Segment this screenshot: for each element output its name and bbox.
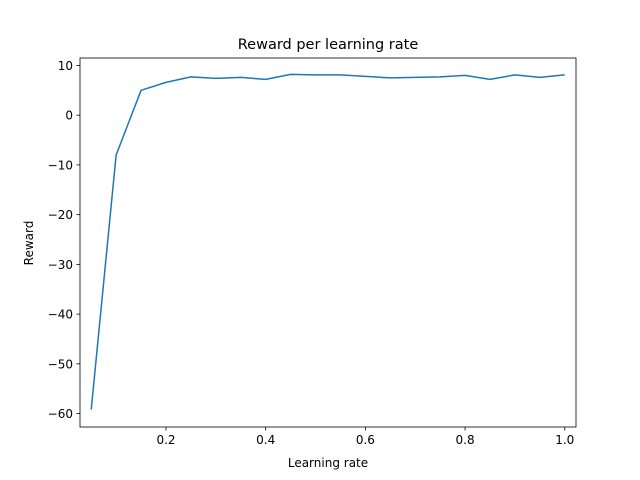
y-tick-label: 0 bbox=[65, 109, 73, 123]
y-tick-label: −30 bbox=[48, 258, 73, 272]
y-tick-label: −40 bbox=[48, 308, 73, 322]
y-tick-label: 10 bbox=[58, 59, 73, 73]
x-tick-label: 0.2 bbox=[156, 433, 175, 447]
plot-frame bbox=[79, 57, 577, 428]
x-axis-label: Learning rate bbox=[288, 456, 368, 470]
x-tick-label: 0.8 bbox=[456, 433, 475, 447]
plot-area bbox=[90, 73, 565, 410]
chart-title: Reward per learning rate bbox=[238, 37, 419, 53]
y-axis: 10 0 −10 −20 −30 −40 −50 −60 bbox=[48, 59, 80, 421]
y-tick-label: −20 bbox=[48, 208, 73, 222]
x-tick-label: 0.6 bbox=[356, 433, 375, 447]
y-tick-label: −50 bbox=[48, 357, 73, 371]
y-tick-label: −60 bbox=[48, 407, 73, 421]
x-tick-label: 0.4 bbox=[256, 433, 275, 447]
y-tick-label: −10 bbox=[48, 158, 73, 172]
x-tick-label: 1.0 bbox=[555, 433, 574, 447]
series-line bbox=[90, 73, 565, 410]
y-axis-label: Reward bbox=[22, 221, 36, 266]
x-axis: 0.2 0.4 0.6 0.8 1.0 bbox=[156, 427, 574, 447]
